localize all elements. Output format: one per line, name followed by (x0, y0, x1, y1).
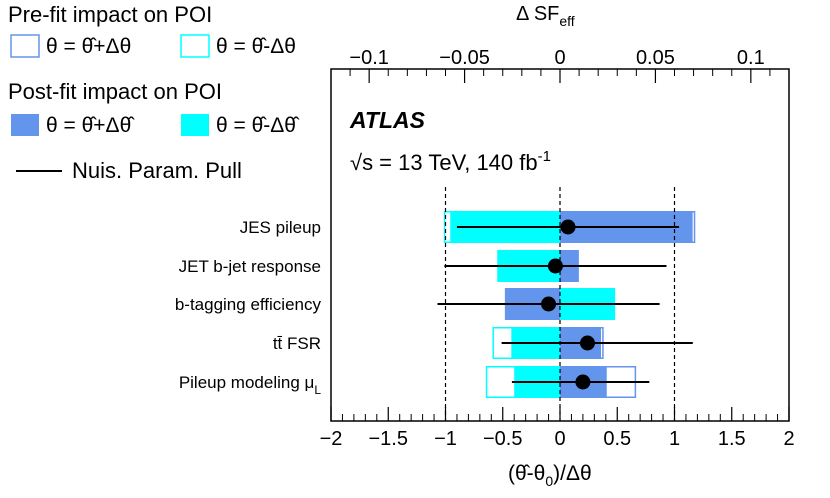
bottom-tick-label: 2 (783, 428, 794, 450)
legend-postfit-up-swatch (11, 114, 39, 136)
atlas-label: ATLAS (349, 107, 426, 133)
top-tick-label: −0.05 (439, 47, 490, 69)
top-tick-label: 0.05 (636, 47, 675, 69)
top-axis-title: Δ SFeff (516, 3, 575, 29)
legend-prefit-title: Pre-fit impact on POI (8, 2, 212, 27)
bottom-axis: −2 −1.5 −1 −0.5 0 0.5 1 1.5 2 (320, 407, 795, 450)
legend-postfit-up-label: θ = θ̂+Δθ̂ (46, 114, 135, 137)
bottom-tick-label: 0 (554, 428, 565, 450)
energy-label: √s = 13 TeV, 140 fb-1 (350, 148, 551, 175)
bottom-tick-label: −0.5 (483, 428, 522, 450)
bottom-tick-label: 0.5 (603, 428, 631, 450)
parameter-label: tt̄ FSR (273, 334, 321, 353)
pull-marker (560, 219, 576, 235)
parameter-labels: JES pileup JET b-jet response b-tagging ef… (175, 218, 322, 397)
top-axis: −0.1 −0.05 0 0.05 0.1 (330, 47, 790, 83)
top-tick-label: 0 (554, 47, 565, 69)
top-tick-label: 0.1 (737, 47, 765, 69)
legend: Pre-fit impact on POI θ = θ̂+Δθ θ = θ̂-Δ… (8, 2, 300, 183)
legend-postfit-down-swatch (181, 114, 209, 136)
legend-prefit-up-label: θ = θ̂+Δθ (46, 35, 131, 58)
bottom-tick-label: 1 (669, 428, 680, 450)
legend-prefit-down-swatch (180, 34, 210, 58)
pull-marker (579, 335, 595, 351)
parameter-label: Pileup modeling μL (179, 373, 322, 397)
pull-marker (575, 374, 591, 390)
bottom-tick-label: −1.5 (369, 428, 408, 450)
bottom-tick-label: −2 (320, 428, 343, 450)
top-tick-label: −0.1 (349, 47, 388, 69)
pull-markers (437, 219, 693, 390)
pull-marker (547, 258, 563, 274)
bottom-tick-label: 1.5 (718, 428, 746, 450)
bottom-tick-label: −1 (434, 428, 457, 450)
legend-prefit-up-swatch (10, 34, 40, 58)
parameter-label: JET b-jet response (179, 257, 321, 276)
parameter-label: b-tagging efficiency (175, 295, 322, 314)
pull-marker (541, 296, 557, 312)
legend-postfit-down-label: θ = θ̂-Δθ̂ (216, 114, 300, 137)
legend-pull-label: Nuis. Param. Pull (72, 158, 242, 183)
legend-postfit-title: Post-fit impact on POI (8, 79, 222, 104)
bottom-axis-title: (θ̂-θ0)/Δθ (508, 462, 592, 489)
parameter-label: JES pileup (240, 218, 321, 237)
legend-prefit-down-label: θ = θ̂-Δθ (216, 35, 296, 58)
